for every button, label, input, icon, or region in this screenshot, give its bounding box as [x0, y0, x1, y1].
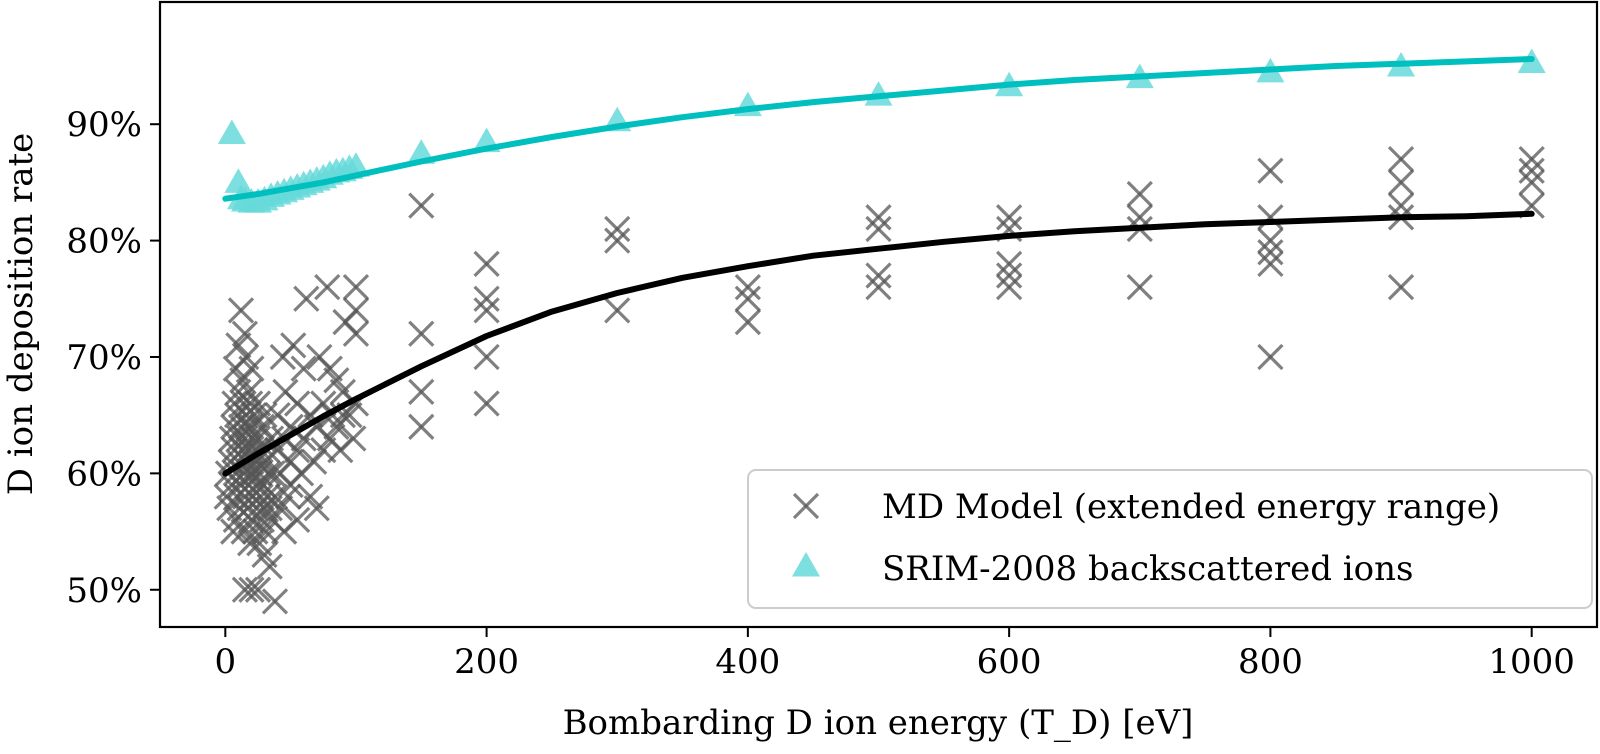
legend-x-icon [792, 492, 820, 520]
chart-marks [213, 48, 1546, 615]
y-axis: 50% 60% 70% 80% 90% [66, 105, 160, 611]
md-point [1126, 180, 1153, 208]
y-axis-label: D ion deposition rate [1, 133, 41, 496]
fit-line-2 [222, 210, 1535, 477]
md-point [996, 250, 1023, 278]
md-point [734, 285, 761, 312]
md-point [865, 262, 892, 289]
md-point [231, 320, 259, 347]
md-point [734, 274, 761, 301]
md-point [244, 576, 272, 603]
legend: MD Model (extended energy range) SRIM-20… [747, 469, 1593, 609]
md-point [1257, 343, 1284, 371]
md-point [1257, 227, 1284, 254]
x-tick-label: 200 [454, 642, 519, 682]
md-point [261, 588, 289, 615]
md-point [340, 425, 367, 452]
md-point [1387, 145, 1415, 173]
legend-triangle-icon [792, 552, 820, 577]
legend-box [747, 469, 1593, 609]
md-point [1257, 157, 1284, 184]
md-point [473, 297, 500, 324]
x-axis-label: Bombarding D ion energy (T_D) [eV] [563, 703, 1194, 743]
md-point [408, 192, 435, 219]
md-point [293, 285, 320, 312]
md-point [1387, 169, 1415, 196]
md-point [342, 320, 370, 347]
md-point [473, 285, 500, 312]
md-point [1518, 157, 1545, 184]
md-point [1387, 274, 1415, 301]
srim-point [217, 119, 246, 145]
md-point [342, 297, 370, 324]
md-point [408, 320, 435, 347]
series-0 [213, 145, 1545, 615]
md-point [251, 402, 278, 429]
x-tick-label: 400 [715, 642, 780, 682]
md-point [865, 274, 892, 301]
md-point [865, 204, 892, 231]
md-point [604, 297, 631, 324]
md-point [604, 227, 631, 254]
srim-point [224, 168, 253, 193]
md-point [996, 204, 1023, 231]
x-tick-label: 800 [1238, 642, 1303, 682]
md-point [314, 274, 341, 301]
md-point [734, 308, 761, 336]
x-tick-label: 1000 [1488, 642, 1575, 682]
md-point [301, 448, 328, 475]
md-point [473, 250, 500, 278]
md-point [996, 262, 1023, 289]
md-point [259, 460, 286, 487]
plot-frame [158, 0, 1599, 629]
md-point [227, 297, 255, 324]
y-tick-label: 90% [66, 105, 142, 145]
legend-marker-md [792, 492, 820, 520]
md-point [1257, 250, 1284, 278]
md-point [1257, 239, 1284, 266]
md-point [267, 495, 294, 522]
y-tick-label: 60% [66, 454, 142, 494]
md-point [342, 274, 370, 301]
x-tick-label: 600 [977, 642, 1042, 682]
md-point [256, 553, 283, 580]
x-axis: 0 200 400 600 800 1000 [214, 627, 1575, 682]
md-point [473, 343, 500, 371]
srim-point [341, 152, 370, 177]
legend-marker-srim [792, 552, 820, 577]
legend-label-srim: SRIM-2008 backscattered ions [882, 549, 1413, 589]
md-point [408, 413, 435, 440]
md-point [284, 506, 311, 534]
md-point [473, 390, 500, 417]
md-point [408, 378, 435, 406]
md-point [1257, 204, 1284, 231]
md-point [255, 460, 282, 487]
y-tick-label: 80% [66, 222, 142, 262]
legend-label-md: MD Model (extended energy range) [882, 487, 1500, 527]
md-point [1518, 169, 1545, 196]
md-point [290, 355, 317, 382]
md-point [235, 378, 262, 406]
md-point [865, 215, 892, 243]
md-point [1126, 274, 1153, 301]
fit-line-3 [222, 56, 1535, 202]
md-point [1518, 145, 1545, 173]
series-1 [217, 48, 1546, 213]
md-point [604, 215, 631, 243]
md-point [280, 332, 307, 359]
md-point [303, 495, 330, 522]
md-point [238, 576, 265, 603]
x-tick-label: 0 [214, 642, 236, 682]
md-point [1387, 192, 1415, 219]
md-point [231, 576, 259, 603]
md-point [238, 355, 265, 382]
y-tick-label: 50% [66, 571, 142, 611]
y-tick-label: 70% [66, 338, 142, 378]
md-point [996, 274, 1023, 301]
